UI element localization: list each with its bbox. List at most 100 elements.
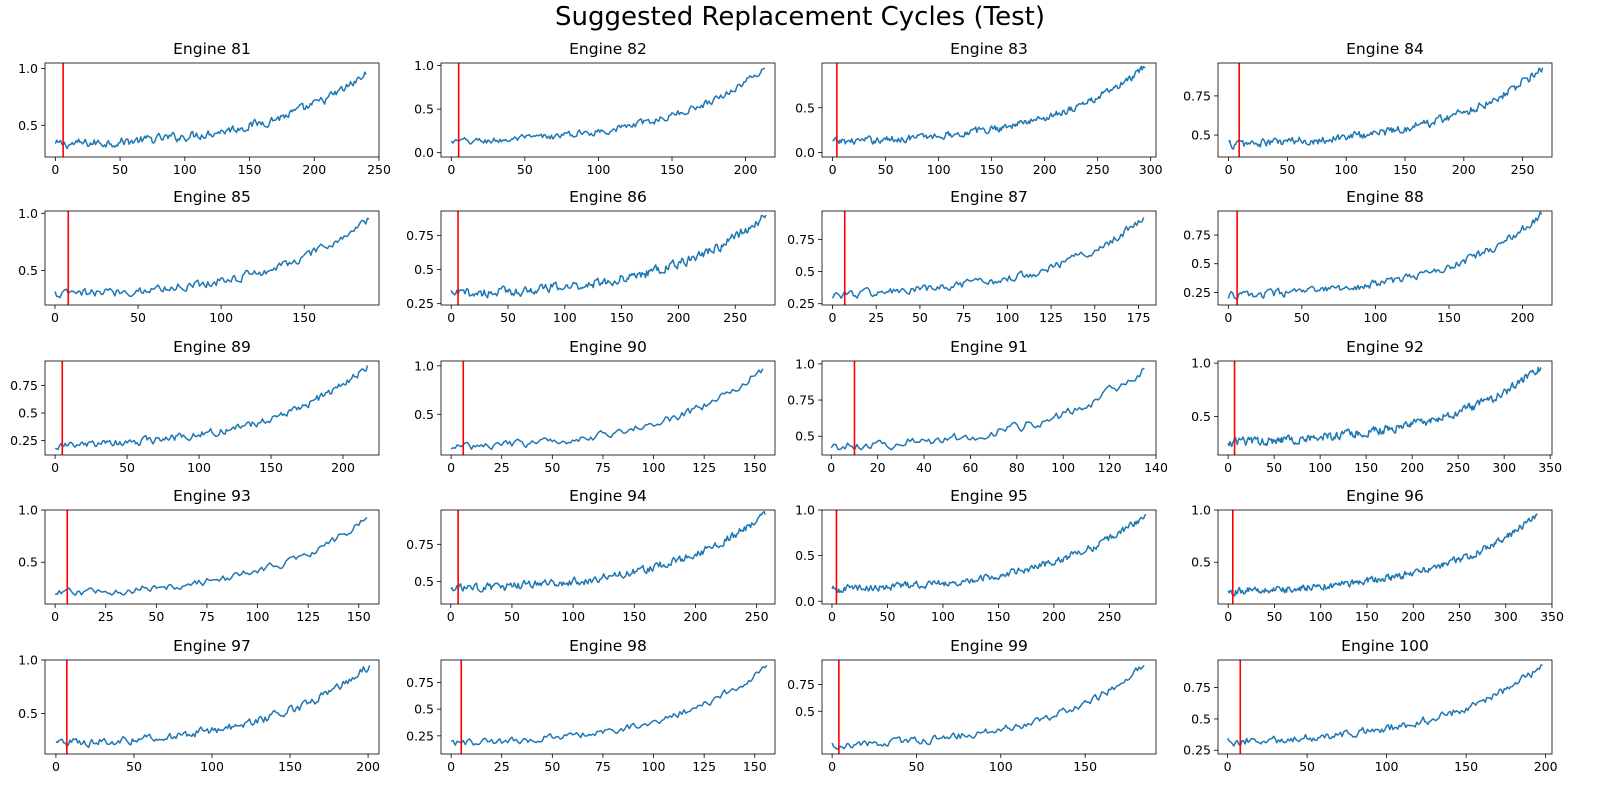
series-line	[1227, 513, 1538, 597]
axes-frame	[440, 62, 776, 158]
x-tick-label: 100	[587, 162, 611, 177]
x-tick-label: 150	[259, 460, 283, 475]
subplot-title: Engine 89	[173, 338, 251, 356]
x-tick-label: 200	[1042, 609, 1066, 624]
x-tick-label: 50	[878, 162, 894, 177]
y-tick-label: 0.5	[795, 429, 815, 444]
x-tick-label: 50	[544, 759, 560, 774]
x-tick-label: 200	[684, 609, 708, 624]
x-tick-label: 150	[238, 162, 262, 177]
x-tick-label: 0	[447, 162, 455, 177]
axes-frame	[44, 62, 380, 158]
subplot-title: Engine 97	[173, 637, 251, 655]
x-tick-label: 150	[1393, 162, 1417, 177]
x-tick-label: 0	[829, 310, 837, 325]
x-tick-label: 50	[119, 460, 135, 475]
y-tick-label: 0.5	[414, 102, 434, 117]
subplot-title: Engine 85	[173, 188, 251, 206]
series-line	[54, 516, 368, 597]
x-tick-label: 100	[200, 759, 224, 774]
y-tick-label: 0.5	[414, 262, 434, 277]
y-tick-label: 1.0	[18, 61, 38, 76]
x-tick-label: 25	[868, 310, 884, 325]
x-tick-label: 100	[561, 609, 585, 624]
x-tick-label: 150	[292, 310, 316, 325]
x-tick-label: 125	[1039, 310, 1063, 325]
x-tick-label: 150	[980, 162, 1004, 177]
axes-frame	[821, 659, 1157, 755]
x-tick-label: 25	[494, 759, 510, 774]
x-tick-label: 200	[734, 162, 758, 177]
x-tick-label: 25	[494, 460, 510, 475]
x-tick-label: 60	[962, 460, 978, 475]
subplot-title: Engine 81	[173, 40, 251, 58]
y-tick-label: 0.75	[787, 232, 815, 247]
subplot-engine-96: Engine 96 0 50 100 150 200 250 300 350 0.5 1.0	[1191, 487, 1564, 624]
y-tick-label: 0.75	[406, 228, 434, 243]
axes-frame	[44, 360, 380, 456]
subplot-engine-90: Engine 90 0 25 50 75 100 125 150 0.5 1.0	[414, 338, 776, 475]
y-tick-label: 0.75	[406, 675, 434, 690]
subplot-title: Engine 90	[569, 338, 647, 356]
x-tick-label: 0	[51, 162, 59, 177]
y-tick-label: 0.5	[795, 264, 815, 279]
y-tick-label: 0.75	[787, 393, 815, 408]
x-tick-label: 50	[1266, 609, 1282, 624]
x-tick-label: 50	[912, 310, 928, 325]
axes-frame	[440, 509, 776, 605]
subplot-title: Engine 98	[569, 637, 647, 655]
x-tick-label: 125	[692, 460, 716, 475]
axes-frame	[821, 210, 1157, 306]
x-tick-label: 50	[1279, 162, 1295, 177]
axes-frame	[821, 62, 1157, 158]
x-tick-label: 150	[622, 609, 646, 624]
subplot-title: Engine 92	[1346, 338, 1424, 356]
x-tick-label: 200	[302, 162, 326, 177]
subplot-engine-94: Engine 94 0 50 100 150 200 250 0.5 0.75	[406, 487, 776, 624]
subplot-engine-89: Engine 89 0 50 100 150 200 0.25 0.5 0.75	[10, 338, 380, 475]
x-tick-label: 0	[447, 310, 455, 325]
subplot-engine-87: Engine 87 0 25 50 75 100 125 150 175 0.25 0.5 0.75	[787, 188, 1157, 325]
x-tick-label: 0	[51, 310, 59, 325]
x-tick-label: 200	[356, 759, 380, 774]
subplot-title: Engine 94	[569, 487, 647, 505]
x-tick-label: 100	[1309, 609, 1333, 624]
x-tick-label: 200	[1511, 310, 1535, 325]
x-tick-label: 140	[1144, 460, 1168, 475]
x-tick-label: 150	[1073, 759, 1097, 774]
x-tick-label: 200	[1400, 460, 1424, 475]
x-tick-label: 300	[1494, 609, 1518, 624]
subplot-engine-93: Engine 93 0 25 50 75 100 125 150 0.5 1.0	[18, 487, 380, 624]
y-tick-label: 1.0	[1191, 503, 1211, 518]
x-tick-label: 100	[989, 759, 1013, 774]
subplot-title: Engine 99	[950, 637, 1028, 655]
series-line	[54, 365, 369, 451]
x-tick-label: 50	[1299, 759, 1315, 774]
subplot-engine-81: Engine 81 0 50 100 150 200 250 0.5 1.0	[18, 40, 391, 177]
x-tick-label: 100	[553, 310, 577, 325]
axes-frame	[44, 509, 380, 605]
series-line	[1227, 366, 1542, 448]
x-tick-label: 0	[52, 759, 60, 774]
y-tick-label: 0.5	[414, 574, 434, 589]
y-tick-label: 0.5	[1191, 409, 1211, 424]
y-tick-label: 0.5	[18, 263, 38, 278]
series-line	[55, 665, 371, 749]
x-tick-label: 100	[927, 162, 951, 177]
x-tick-label: 200	[1033, 162, 1057, 177]
x-tick-label: 150	[610, 310, 634, 325]
subplot-title: Engine 88	[1346, 188, 1424, 206]
axes-frame	[821, 509, 1157, 605]
series-line	[832, 65, 1146, 145]
subplot-engine-85: Engine 85 0 50 100 150 0.5 1.0	[18, 188, 380, 325]
x-tick-label: 50	[517, 162, 533, 177]
x-tick-label: 50	[126, 759, 142, 774]
x-tick-label: 250	[1086, 162, 1110, 177]
axes-frame	[1217, 360, 1553, 456]
series-line	[450, 368, 764, 451]
series-line	[1226, 664, 1543, 747]
x-tick-label: 200	[1401, 609, 1425, 624]
subplot-engine-88: Engine 88 0 50 100 150 200 0.25 0.5 0.75	[1183, 188, 1553, 325]
x-tick-label: 0	[51, 460, 59, 475]
x-tick-label: 80	[1009, 460, 1025, 475]
